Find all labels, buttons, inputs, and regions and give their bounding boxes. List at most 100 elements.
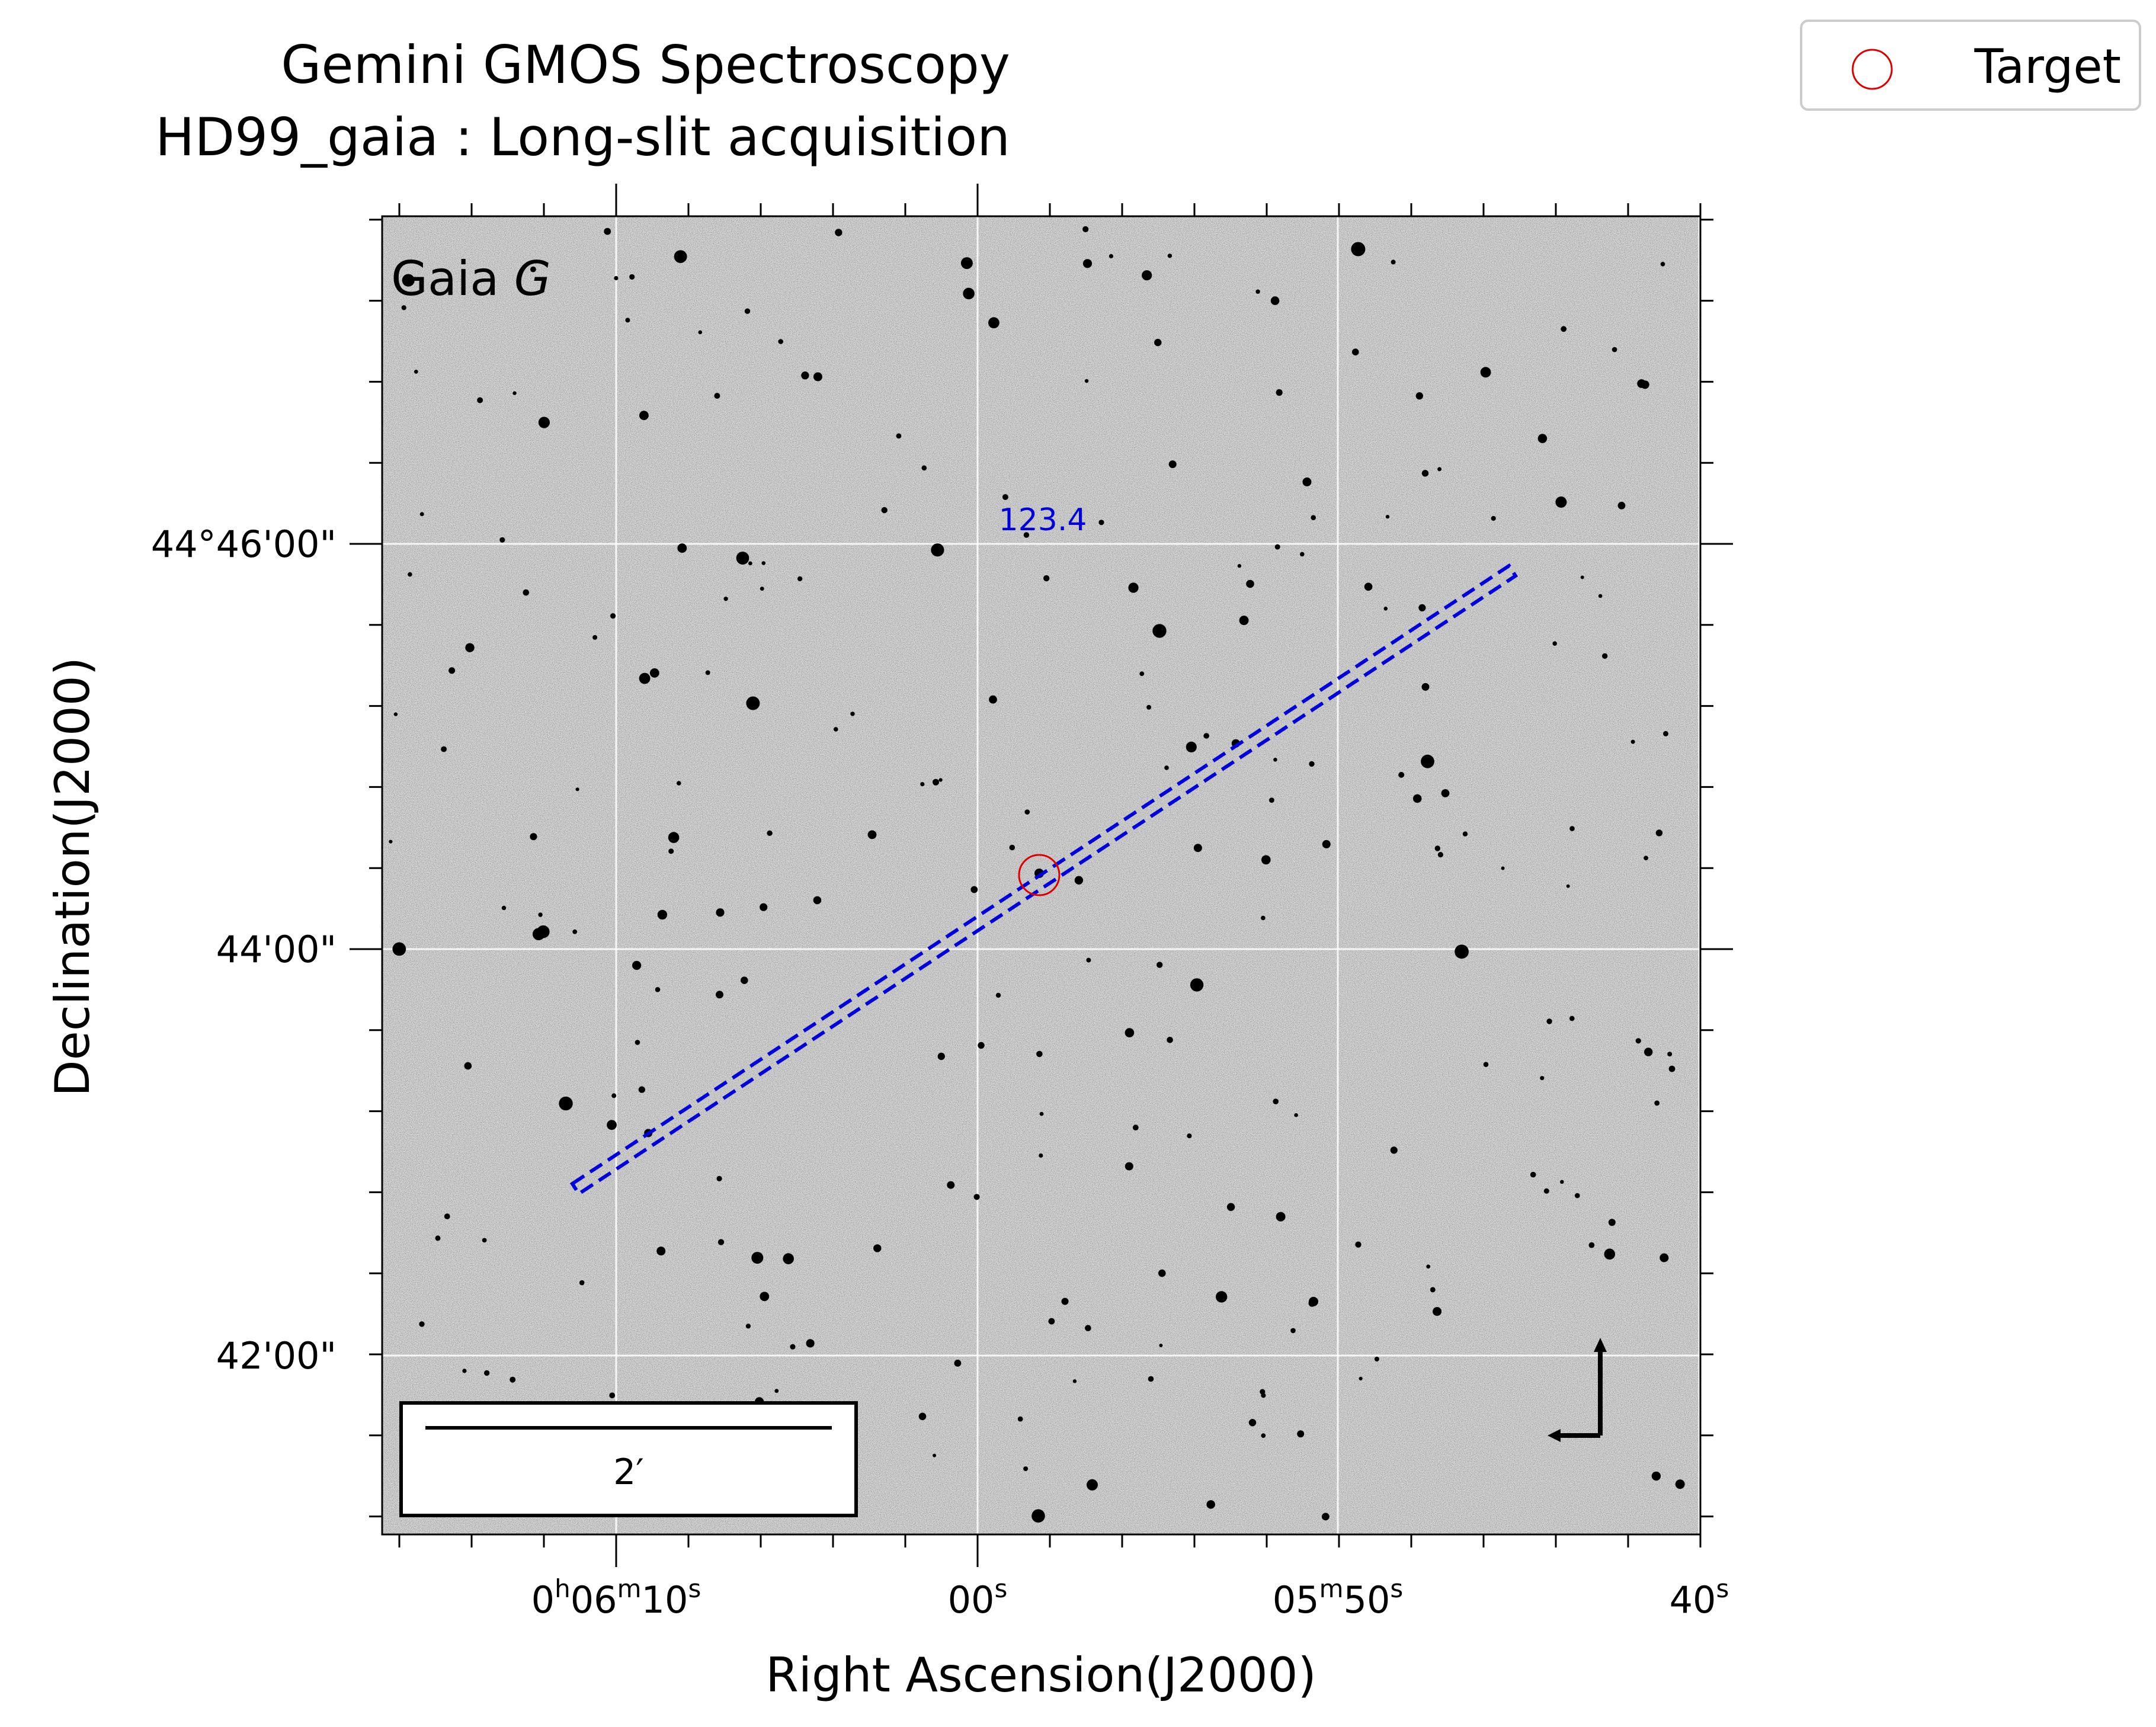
field-star [1048,1318,1055,1325]
field-star [920,782,925,787]
field-star [1675,1479,1685,1489]
field-star [1651,1471,1661,1481]
field-star [444,1213,450,1220]
field-star [639,672,651,684]
field-star [657,909,668,920]
field-star [751,1252,764,1264]
field-star [392,942,406,956]
field-star [1530,1171,1536,1178]
field-star [1084,379,1089,383]
field-star [716,1175,722,1181]
field-star [801,371,809,380]
field-star [408,572,412,577]
field-star [1566,884,1570,888]
field-star [1139,671,1145,677]
field-star [607,1120,617,1130]
field-star [1644,856,1649,861]
field-star [1164,765,1169,770]
field-star [1009,844,1015,851]
field-star [1186,741,1197,752]
field-star [532,928,545,940]
field-star [963,287,975,300]
field-star [656,1247,666,1256]
field-star [609,1392,616,1399]
field-star [741,976,748,984]
field-star [1667,1052,1673,1057]
field-star [760,1292,770,1302]
field-star [813,896,822,905]
field-star [921,465,927,471]
field-star [1159,1344,1163,1347]
field-star [746,696,760,710]
field-star [1480,367,1491,378]
field-star [610,613,616,619]
field-star [1146,704,1152,710]
field-star [1604,1248,1616,1260]
field-star [1421,754,1434,768]
field-star [1309,761,1315,767]
field-star [931,543,944,557]
field-star [1261,1393,1266,1398]
field-star [1276,389,1283,396]
field-star [1418,604,1426,611]
field-star [632,960,642,970]
field-star [1239,616,1249,626]
field-star [512,391,517,395]
field-star [1421,470,1429,477]
field-star [723,597,728,601]
field-star [736,552,749,565]
field-star [761,561,766,565]
field-star [867,830,877,840]
field-star [835,229,842,236]
field-star [1483,1062,1489,1067]
field-star [530,833,537,841]
field-star [674,250,687,263]
field-star [510,1376,516,1383]
field-star [1248,1419,1257,1427]
dec-tick-label-2: 42'00" [216,1334,337,1377]
field-star [1612,347,1617,353]
field-star [1430,1287,1436,1293]
field-star [1167,1037,1173,1043]
field-star [523,589,530,596]
field-star [1569,1015,1575,1021]
field-star [760,587,764,591]
field-star [1322,1513,1330,1521]
scale-bar: 2′ [399,1401,858,1517]
field-star [1580,575,1584,579]
field-star [1412,794,1422,803]
field-star [989,695,997,704]
field-star [1142,270,1152,281]
field-star [668,832,680,843]
field-star [1637,379,1646,388]
legend: Target [1800,20,2141,111]
field-star [635,1040,640,1045]
field-star [1082,259,1093,268]
field-star [1132,1124,1139,1131]
field-star [1157,962,1163,968]
field-star [1415,392,1423,400]
field-star [1555,496,1567,508]
field-star [767,830,773,837]
field-star [638,1086,645,1093]
field-star [1421,683,1430,691]
field-star [873,1244,882,1252]
field-star [1023,1466,1029,1472]
field-star [1087,1479,1098,1491]
field-star [477,397,483,403]
field-star [1552,641,1557,646]
dec-tick-labels: 44°46'00" 44'00" 42'00" [151,523,337,1377]
field-star [1302,477,1312,486]
field-star [1441,789,1450,797]
field-star [1311,515,1316,520]
axis-ticks [350,184,1733,1567]
field-star [1322,840,1331,848]
compass-east-arrowhead-icon [1548,1429,1561,1442]
field-star [783,1253,794,1264]
field-star [1668,1065,1676,1072]
field-star [978,1042,985,1049]
field-star [938,778,943,782]
y-axis-label: Declination(J2000) [45,657,100,1097]
field-star [1359,1376,1363,1380]
field-star [970,886,978,893]
